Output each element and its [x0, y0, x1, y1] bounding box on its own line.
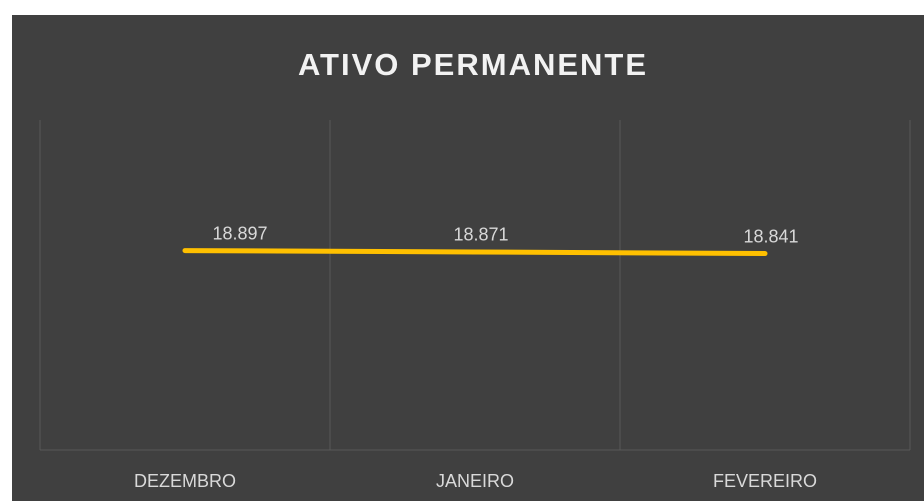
data-line [182, 248, 768, 257]
data-label: 18.871 [453, 225, 508, 245]
data-label: 18.897 [212, 223, 267, 243]
chart-background [12, 15, 924, 501]
chart-title: ATIVO PERMANENTE [298, 47, 648, 82]
x-tick-label: JANEIRO [436, 471, 514, 491]
x-tick-label: FEVEREIRO [713, 471, 817, 491]
data-label: 18.841 [743, 226, 798, 246]
x-tick-label: DEZEMBRO [134, 471, 236, 491]
